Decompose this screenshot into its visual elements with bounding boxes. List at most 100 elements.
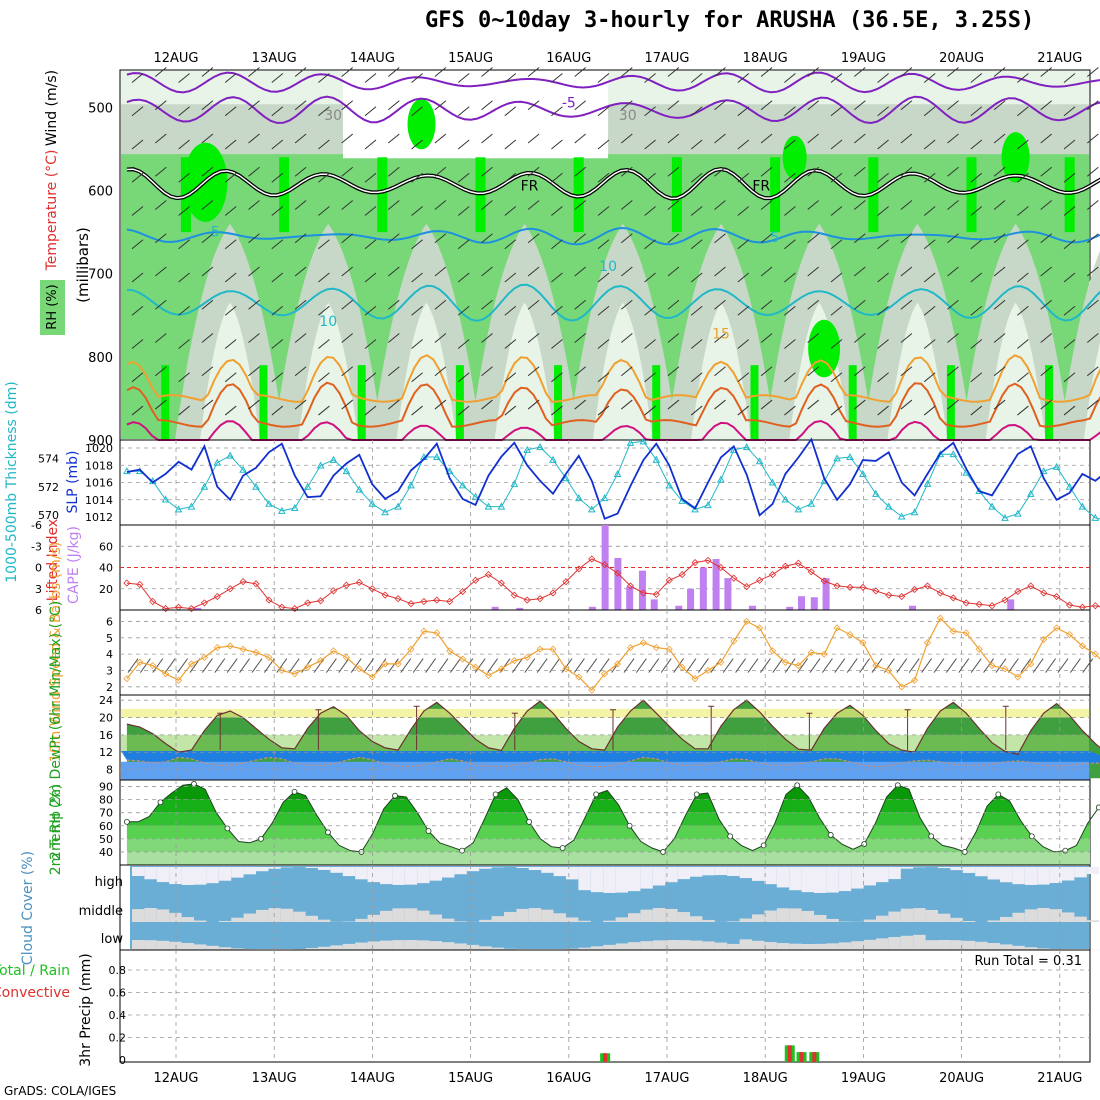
wind10m-panel	[119, 609, 1100, 696]
wind-barb	[947, 200, 959, 210]
cloud-low-bar	[355, 942, 368, 950]
date-label-bottom: 13AUG	[252, 1071, 297, 1086]
wind-barb	[970, 172, 983, 183]
wind-barb	[597, 372, 610, 383]
thickness-marker	[600, 494, 609, 502]
cloud-low-bar	[1024, 947, 1038, 950]
thickness-marker	[742, 443, 751, 451]
thickness-marker	[368, 499, 377, 507]
wind-barb	[434, 399, 447, 410]
wind-barb	[481, 133, 493, 144]
wind-barb	[970, 339, 983, 349]
y-tick-label: 12	[99, 746, 113, 759]
wind-barb	[690, 172, 703, 183]
wind-barb	[900, 133, 913, 144]
wind-barb	[527, 233, 540, 244]
wind-barb	[271, 239, 284, 250]
wind-speed-marker	[200, 653, 208, 661]
wind-barb	[772, 658, 784, 673]
wind-barb	[620, 399, 633, 410]
wind-barb	[993, 299, 1006, 310]
wind-barb	[341, 133, 354, 144]
wind-barb	[635, 658, 647, 673]
wind-barb	[481, 200, 493, 210]
y-tick-label: 1020	[85, 442, 113, 455]
contour-label: 30	[619, 108, 637, 124]
wind-barb	[1063, 106, 1076, 117]
thickness-axis-label: 1000-500mb Thickness (dm)	[4, 381, 20, 582]
slp-axis-label: SLP (mb)	[65, 450, 81, 513]
wind-barb	[784, 272, 796, 283]
rh-moist-cell	[357, 365, 366, 440]
wind10m-axis-label: 10m Wind Speed & Barbs (m/s)	[48, 542, 64, 762]
wind-barb	[201, 67, 214, 77]
wind-barb	[667, 100, 680, 111]
wind-barb	[387, 166, 400, 177]
wind-barb	[481, 100, 493, 111]
li-marker	[304, 599, 312, 607]
isotherm-20	[126, 381, 1100, 428]
cloud-high-bar	[702, 867, 715, 876]
wind-speed-marker	[471, 663, 480, 671]
wind-speed-marker	[717, 658, 725, 666]
cloud-mid-bar	[218, 920, 232, 922]
wind-barb	[504, 272, 517, 283]
cloud-mid-bar	[690, 916, 703, 922]
wind-barb	[527, 166, 540, 177]
wind-barb	[411, 139, 423, 150]
cloud-level-label: middle	[79, 904, 123, 919]
wind-barb	[341, 67, 354, 77]
date-label-bottom: 21AUG	[1037, 1071, 1082, 1086]
cloud-low-bar	[380, 940, 393, 950]
cloud-low-bar	[652, 940, 666, 950]
wind-barb	[993, 100, 1006, 111]
wind-barb	[970, 139, 983, 150]
date-label-bottom: 20AUG	[939, 1071, 984, 1086]
wind-barb	[807, 166, 820, 177]
thickness-marker	[355, 485, 364, 493]
cloud-mid-bar	[293, 911, 306, 922]
li-marker	[1027, 582, 1035, 590]
wind-barb	[896, 658, 908, 673]
rh-marker	[827, 832, 834, 838]
cloud-cover-panel	[119, 864, 1100, 951]
wind-barb	[375, 658, 387, 673]
isotherm-15	[126, 354, 1100, 403]
wind-barb	[524, 658, 536, 673]
wind-barb	[131, 172, 144, 183]
wind-barb	[288, 658, 300, 673]
wind-barb	[1086, 399, 1099, 410]
date-label-bottom: 14AUG	[350, 1071, 395, 1086]
wind-barb	[807, 100, 820, 111]
thickness-marker	[768, 478, 777, 486]
wind-speed-marker	[536, 645, 544, 653]
cloud-low-bar	[342, 943, 356, 950]
wind-speed-marker	[355, 665, 363, 673]
wind-barb	[574, 366, 587, 377]
wind-barb	[387, 266, 400, 277]
wind-barb	[690, 305, 703, 316]
wind-barb	[947, 266, 959, 277]
cloud-high-bar	[1086, 867, 1100, 875]
pressure-axis-label: (millibars)	[74, 227, 92, 303]
thickness-marker	[587, 505, 596, 513]
wind-barb	[248, 299, 260, 310]
wind-barb	[1082, 658, 1094, 673]
wind-barb	[551, 305, 563, 316]
wind-barb	[690, 372, 703, 383]
li-marker	[898, 592, 906, 601]
wind-barb	[364, 206, 377, 216]
cloud-high-bar	[938, 867, 951, 869]
wind-barb	[830, 339, 843, 349]
precip-convective-label: Convective	[0, 985, 70, 1001]
cloud-high-bar	[404, 867, 418, 885]
wind-barb	[1063, 305, 1076, 316]
wind-barb	[995, 658, 1007, 673]
wind-barb	[139, 658, 151, 673]
rh-band	[126, 812, 1090, 826]
y-tick-label: 20	[99, 712, 113, 725]
cloud-mid-bar	[925, 909, 938, 922]
rh-marker	[526, 818, 532, 825]
thickness-marker	[394, 502, 402, 510]
cloud-mid-bar	[640, 909, 653, 922]
